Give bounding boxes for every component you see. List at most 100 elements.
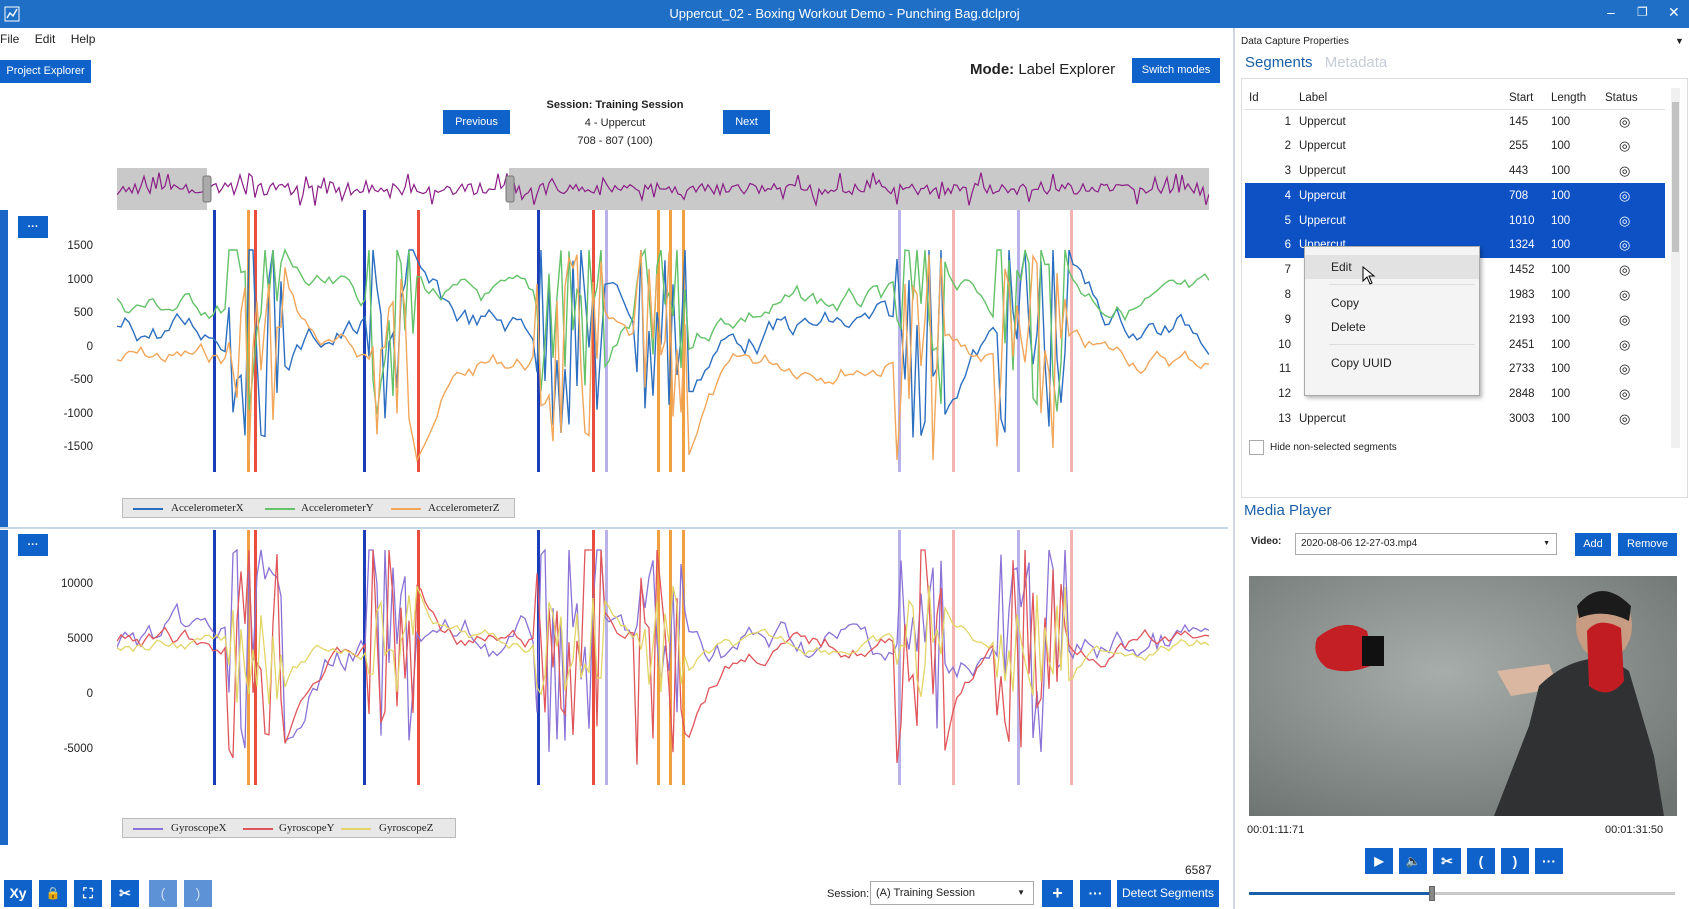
switch-modes-button[interactable]: Switch modes	[1132, 58, 1220, 83]
segment-label: Uppercut	[1299, 164, 1346, 177]
segment-status[interactable]: ◎	[1601, 407, 1665, 432]
context-menu: Edit Copy Delete Copy UUID	[1304, 246, 1480, 396]
segment-boundary-line	[898, 530, 901, 785]
gyro-plot[interactable]	[117, 530, 1209, 810]
cut-video-button[interactable]: ✂	[1433, 848, 1461, 874]
segment-status[interactable]: ◎	[1601, 134, 1665, 159]
overview-handle-right[interactable]	[505, 175, 515, 203]
segment-row[interactable]: 3 Uppercut 443 100 ◎	[1245, 159, 1665, 184]
context-delete[interactable]: Delete	[1331, 320, 1366, 334]
segment-boundary-line	[363, 530, 366, 785]
segment-boundary-line	[592, 210, 595, 472]
segment-range: 708 - 807 (100)	[577, 135, 653, 147]
media-player-header: Media Player	[1244, 502, 1332, 519]
context-copy-uuid[interactable]: Copy UUID	[1331, 356, 1392, 370]
video-more-button[interactable]: ···	[1535, 848, 1563, 874]
axis-xy-button[interactable]: Xy	[4, 880, 32, 907]
app-logo-icon	[4, 6, 20, 22]
segment-status[interactable]: ◎	[1601, 357, 1665, 382]
col-id[interactable]: Id	[1245, 87, 1295, 110]
segment-status[interactable]: ◎	[1601, 283, 1665, 308]
col-start[interactable]: Start	[1505, 87, 1547, 110]
camera-status-icon: ◎	[1619, 113, 1631, 129]
close-icon[interactable]: ✕	[1668, 4, 1680, 20]
gyro-plot-menu-button[interactable]: ···	[18, 534, 48, 556]
segment-id: 8	[1284, 288, 1291, 301]
accel-plot[interactable]	[117, 210, 1209, 492]
col-length[interactable]: Length	[1547, 87, 1601, 110]
menu-file[interactable]: File	[0, 32, 20, 46]
session-select[interactable]: (A) Training Session ▼	[870, 881, 1034, 905]
segment-status[interactable]: ◎	[1601, 109, 1665, 134]
play-button[interactable]: ▶	[1365, 848, 1393, 874]
overview-strip[interactable]	[117, 168, 1209, 210]
segment-status[interactable]: ◎	[1601, 232, 1665, 258]
segment-id: 2	[1284, 140, 1291, 153]
legend-swatch	[243, 828, 273, 830]
video-select[interactable]: 2020-08-06 12-27-03.mp4 ▼	[1295, 533, 1557, 555]
mode-value: Label Explorer	[1018, 61, 1116, 78]
video-seek-track[interactable]	[1249, 886, 1675, 901]
mark-end-button[interactable]: )	[184, 880, 212, 907]
context-edit[interactable]: Edit	[1305, 255, 1479, 279]
minimize-icon[interactable]: –	[1607, 4, 1615, 20]
segment-row[interactable]: 9 2193 100 ◎	[1245, 307, 1665, 332]
segment-id: 11	[1279, 363, 1291, 376]
accel-plot-menu-button[interactable]: ···	[18, 216, 48, 238]
accel-tick: -1000	[63, 408, 93, 420]
mute-button[interactable]: 🔈	[1399, 848, 1427, 874]
segment-row[interactable]: 2 Uppercut 255 100 ◎	[1245, 134, 1665, 159]
overview-handle-left[interactable]	[202, 175, 212, 203]
chevron-down-icon: ▼	[1017, 888, 1025, 897]
segment-row[interactable]: 8 1983 100 ◎	[1245, 283, 1665, 308]
segment-status[interactable]: ◎	[1601, 183, 1665, 209]
col-status[interactable]: Status	[1601, 87, 1665, 110]
video-frame[interactable]	[1249, 576, 1677, 816]
segment-start: 708	[1505, 183, 1547, 209]
add-video-button[interactable]: Add	[1575, 533, 1611, 556]
lock-button[interactable]: 🔒	[39, 880, 67, 907]
segment-row[interactable]: 7 1452 100 ◎	[1245, 258, 1665, 283]
segment-status[interactable]: ◎	[1601, 208, 1665, 233]
col-label[interactable]: Label	[1295, 87, 1505, 110]
remove-video-button[interactable]: Remove	[1618, 533, 1677, 556]
legend-accel-y: AccelerometerY	[301, 502, 374, 514]
detect-segments-button[interactable]: Detect Segments	[1117, 880, 1219, 907]
legend-accel-z: AccelerometerZ	[428, 502, 500, 514]
hide-non-selected-checkbox[interactable]	[1249, 440, 1264, 455]
video-mark-end-button[interactable]: )	[1501, 848, 1529, 874]
segment-row[interactable]: 11 2733 100 ◎	[1245, 357, 1665, 382]
fit-to-screen-button[interactable]: ⛶	[74, 880, 102, 907]
project-explorer-button[interactable]: Project Explorer	[0, 60, 91, 83]
segment-status[interactable]: ◎	[1601, 258, 1665, 283]
segment-row[interactable]: 13 Uppercut 3003 100 ◎	[1245, 407, 1665, 432]
session-more-button[interactable]: ···	[1080, 880, 1111, 907]
mark-start-button[interactable]: (	[149, 880, 177, 907]
menu-edit[interactable]: Edit	[34, 32, 56, 46]
menu-help[interactable]: Help	[70, 32, 96, 46]
menu-bar: File Edit Help	[0, 32, 107, 50]
previous-button[interactable]: Previous	[443, 110, 510, 134]
video-mark-start-button[interactable]: (	[1467, 848, 1495, 874]
next-button[interactable]: Next	[723, 110, 770, 134]
video-seek-thumb[interactable]	[1429, 886, 1436, 901]
segment-row[interactable]: 4 Uppercut 708 100 ◎	[1245, 183, 1665, 209]
context-copy[interactable]: Copy	[1331, 296, 1360, 310]
legend-accel-x: AccelerometerX	[171, 502, 244, 514]
tab-segments[interactable]: Segments	[1245, 54, 1313, 71]
segments-scrollbar[interactable]	[1671, 88, 1680, 448]
segment-row[interactable]: 5 Uppercut 1010 100 ◎	[1245, 208, 1665, 233]
segment-row[interactable]: 1 Uppercut 145 100 ◎	[1245, 109, 1665, 134]
scrollbar-thumb[interactable]	[1672, 102, 1679, 252]
segment-status[interactable]: ◎	[1601, 159, 1665, 184]
add-session-button[interactable]: +	[1042, 880, 1073, 907]
tab-metadata[interactable]: Metadata	[1324, 54, 1388, 71]
collapse-icon[interactable]: ▼	[1675, 36, 1684, 46]
segment-status[interactable]: ◎	[1601, 382, 1665, 407]
segment-status[interactable]: ◎	[1601, 307, 1665, 332]
segment-row[interactable]: 12 2848 100 ◎	[1245, 382, 1665, 407]
segment-status[interactable]: ◎	[1601, 332, 1665, 357]
segment-row[interactable]: 10 2451 100 ◎	[1245, 332, 1665, 357]
cut-button[interactable]: ✂	[111, 880, 139, 907]
restore-icon[interactable]: ❐	[1637, 5, 1648, 19]
